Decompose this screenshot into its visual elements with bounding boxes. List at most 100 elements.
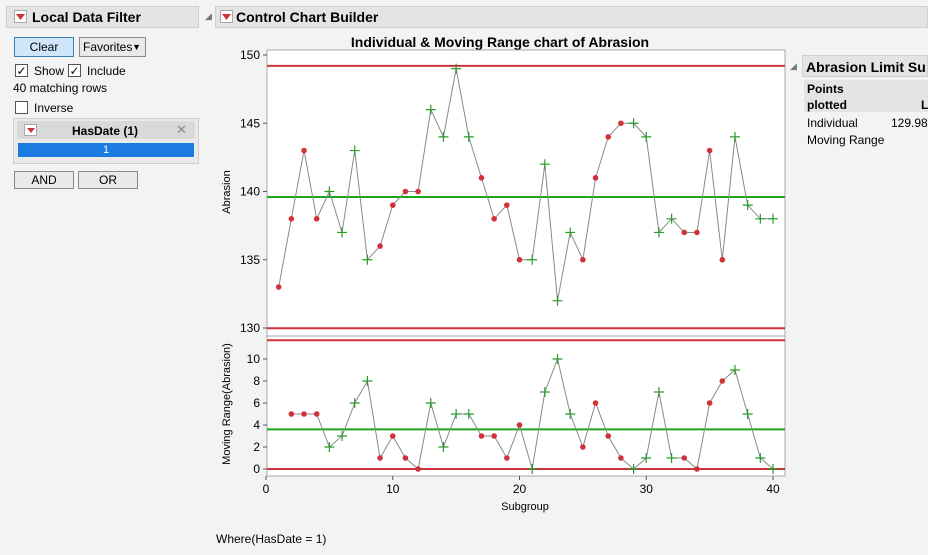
and-button[interactable]: AND [14,171,74,189]
individual-point [324,186,335,197]
individual-point [605,134,612,140]
column-menu-icon[interactable] [24,124,37,136]
inverse-checkbox[interactable] [15,101,28,114]
filter-header [6,6,199,28]
include-label: Include [87,64,126,78]
row-value-individual: 129.98 [891,116,928,130]
individual-point [755,213,766,224]
individual-point [527,254,538,265]
or-button[interactable]: OR [78,171,138,189]
y-tick-label: 140 [240,185,260,199]
filter-menu-icon[interactable] [14,10,27,23]
moving-range-point [666,453,677,463]
individual-point [681,229,688,236]
moving-range-point [288,411,295,417]
individual-point [694,229,700,236]
individual-point [337,227,348,238]
moving-range-point [605,433,612,439]
favorites-label: Favorites [83,40,133,54]
moving-range-point [451,409,462,419]
individual-point [504,202,510,208]
moving-range-point [425,398,436,408]
moving-range-point [755,453,766,463]
col-header-points: Points [807,82,844,96]
moving-range-point [628,464,639,474]
individual-point [719,256,726,263]
moving-range-point [694,466,700,472]
where-clause: Where(HasDate = 1) [216,532,327,546]
individual-point [706,147,713,154]
y-tick-label: 10 [247,352,261,366]
favorites-dropdown[interactable]: Favorites ▼ [79,37,146,57]
limit-summary-panel: ◢ Abrasion Limit Su Points plotted L Ind… [790,55,928,155]
moving-range-point [377,455,383,461]
column-filter-title: HasDate (1) [72,124,139,138]
x-tick-label: 0 [263,482,270,496]
chart-title: Individual & Moving Range chart of Abras… [351,34,649,50]
individual-point [628,118,639,129]
moving-range-point [729,365,740,375]
moving-range-point [592,400,599,406]
individual-series-line [278,68,773,301]
y-tick-label: 0 [253,462,260,476]
matching-rows-text: 40 matching rows [13,81,108,95]
show-checkbox[interactable]: ✓ [15,63,28,78]
clear-button[interactable]: Clear [14,37,74,57]
individual-point [768,213,778,224]
individual-point [580,256,586,263]
y-tick-label: 135 [240,253,260,267]
moving-range-point [653,387,664,397]
individual-point [592,175,599,181]
moving-range-point [565,409,576,419]
moving-range-point [389,433,396,439]
individual-point [618,120,624,127]
moving-range-point [516,422,523,428]
y-tick-label: 145 [240,116,260,130]
individual-point [377,243,383,249]
individual-point [742,200,753,211]
moving-range-point [402,455,409,461]
individual-point [349,145,360,156]
control-chart: Individual & Moving Range chart of Abras… [221,34,786,513]
moving-range-plot-area [266,335,786,477]
disclosure-triangle-icon[interactable]: ◢ [205,11,212,21]
moving-range-point [742,409,753,419]
moving-range-point [552,354,563,364]
individual-point [451,63,462,74]
builder-title: Control Chart Builder [236,9,379,25]
limit-summary-title: Abrasion Limit Su [806,59,926,75]
level-value: 1 [102,144,110,156]
include-checkbox[interactable]: ✓ [68,63,81,78]
individual-point [641,131,652,142]
disclosure-triangle-icon[interactable]: ◢ [790,61,797,71]
moving-range-point [313,411,320,417]
individual-point [539,159,550,170]
x-tick-label: 40 [766,482,780,496]
moving-range-point [478,433,485,439]
individual-point [491,216,497,222]
individual-point [516,256,523,263]
x-tick-label: 10 [386,482,400,496]
chevron-down-icon: ▼ [132,42,141,52]
individual-point [438,131,449,142]
moving-range-point [641,453,652,463]
y-tick-label: 130 [240,321,260,335]
moving-range-point [706,400,713,406]
builder-menu-icon[interactable] [220,10,233,23]
individual-point [301,147,307,154]
individual-point [653,227,664,238]
level-bar-1[interactable]: 1 [18,143,194,157]
moving-range-point [337,431,348,441]
individual-point [729,131,740,142]
moving-range-point [504,455,510,461]
individual-plot-area [266,49,786,337]
row-label-individual: Individual [807,116,858,130]
individual-point [313,216,320,222]
show-label: Show [34,64,65,78]
filter-title: Local Data Filter [32,9,141,25]
moving-range-point [438,442,449,452]
close-icon[interactable]: ✕ [176,122,187,137]
individual-point [463,131,474,142]
moving-range-point [301,411,307,417]
moving-range-point [527,464,538,474]
